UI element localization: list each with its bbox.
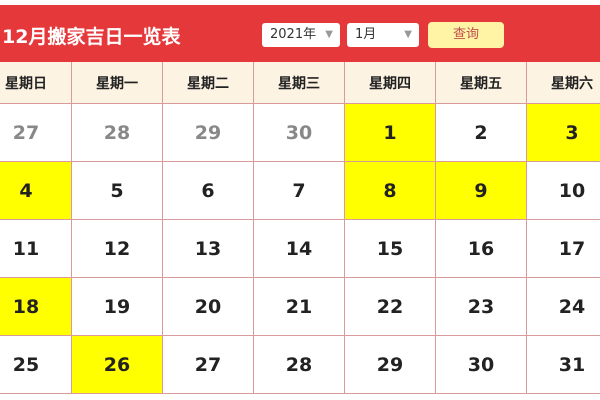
day-cell[interactable]: 28 bbox=[72, 104, 163, 162]
day-cell[interactable]: 15 bbox=[345, 220, 436, 278]
day-cell[interactable]: 31 bbox=[527, 336, 600, 394]
calendar-grid: 星期日 星期一 星期二 星期三 星期四 星期五 星期六 27 28 29 30 1 2 3 4 5 6 7 8 9 10… bbox=[0, 62, 600, 394]
auspicious-day-cell[interactable]: 3 bbox=[527, 104, 600, 162]
day-cell[interactable]: 27 bbox=[163, 336, 254, 394]
day-cell[interactable]: 25 bbox=[0, 336, 72, 394]
day-cell[interactable]: 14 bbox=[254, 220, 345, 278]
auspicious-day-cell[interactable]: 4 bbox=[0, 162, 72, 220]
day-cell[interactable]: 24 bbox=[527, 278, 600, 336]
chevron-down-icon: ▼ bbox=[325, 29, 333, 40]
day-cell[interactable]: 12 bbox=[72, 220, 163, 278]
chevron-down-icon: ▼ bbox=[404, 29, 412, 40]
day-cell[interactable]: 5 bbox=[72, 162, 163, 220]
day-cell[interactable]: 22 bbox=[345, 278, 436, 336]
page-title: 12月搬家吉日一览表 bbox=[2, 26, 181, 48]
day-cell[interactable]: 20 bbox=[163, 278, 254, 336]
day-cell[interactable]: 23 bbox=[436, 278, 527, 336]
year-select[interactable]: 2021年 ▼ bbox=[262, 23, 340, 47]
auspicious-day-cell[interactable]: 8 bbox=[345, 162, 436, 220]
day-cell[interactable]: 29 bbox=[345, 336, 436, 394]
auspicious-day-cell[interactable]: 9 bbox=[436, 162, 527, 220]
weekday-header: 星期四 bbox=[345, 62, 436, 104]
day-cell[interactable]: 17 bbox=[527, 220, 600, 278]
weekday-header: 星期日 bbox=[0, 62, 72, 104]
day-cell[interactable]: 16 bbox=[436, 220, 527, 278]
day-cell[interactable]: 13 bbox=[163, 220, 254, 278]
day-cell[interactable]: 7 bbox=[254, 162, 345, 220]
header-bar: 12月搬家吉日一览表 2021年 ▼ 1月 ▼ 查询 bbox=[0, 5, 600, 62]
day-cell[interactable]: 29 bbox=[163, 104, 254, 162]
day-cell[interactable]: 28 bbox=[254, 336, 345, 394]
month-value: 1月 bbox=[355, 27, 377, 42]
day-cell[interactable]: 6 bbox=[163, 162, 254, 220]
day-cell[interactable]: 10 bbox=[527, 162, 600, 220]
weekday-header: 星期一 bbox=[72, 62, 163, 104]
day-cell[interactable]: 30 bbox=[254, 104, 345, 162]
month-select[interactable]: 1月 ▼ bbox=[347, 23, 419, 47]
weekday-header: 星期六 bbox=[527, 62, 600, 104]
day-cell[interactable]: 2 bbox=[436, 104, 527, 162]
year-value: 2021年 bbox=[270, 27, 317, 42]
auspicious-day-cell[interactable]: 26 bbox=[72, 336, 163, 394]
auspicious-day-cell[interactable]: 18 bbox=[0, 278, 72, 336]
auspicious-day-cell[interactable]: 1 bbox=[345, 104, 436, 162]
day-cell[interactable]: 19 bbox=[72, 278, 163, 336]
weekday-header: 星期二 bbox=[163, 62, 254, 104]
query-button[interactable]: 查询 bbox=[428, 22, 504, 48]
weekday-header: 星期五 bbox=[436, 62, 527, 104]
day-cell[interactable]: 27 bbox=[0, 104, 72, 162]
day-cell[interactable]: 11 bbox=[0, 220, 72, 278]
day-cell[interactable]: 21 bbox=[254, 278, 345, 336]
day-cell[interactable]: 30 bbox=[436, 336, 527, 394]
weekday-header: 星期三 bbox=[254, 62, 345, 104]
